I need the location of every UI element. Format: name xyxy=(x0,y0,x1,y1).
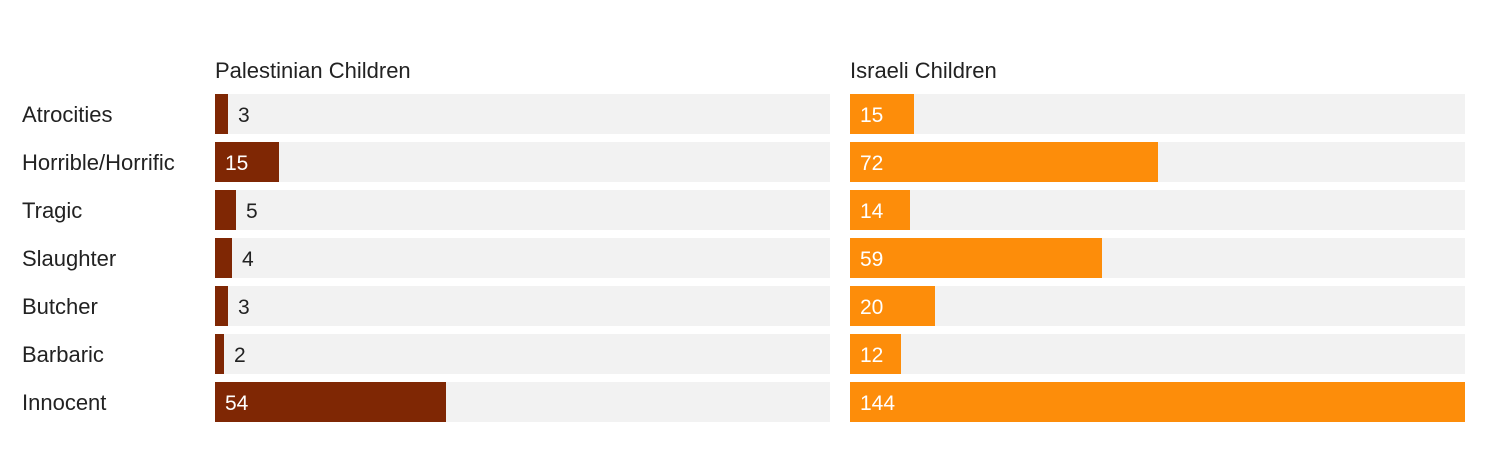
data-label-israeli-children-innocent: 144 xyxy=(860,392,895,415)
bar-track xyxy=(850,94,1465,134)
data-label-palestinian-children-atrocities: 3 xyxy=(238,104,250,127)
bar-palestinian-children-barbaric xyxy=(215,334,224,374)
row-labels: Atrocities Horrible/Horrific Tragic Slaught… xyxy=(22,102,175,415)
bar-palestinian-children-slaughter xyxy=(215,238,232,278)
data-label-palestinian-children-horrible-horrific: 15 xyxy=(225,152,248,175)
bar-track xyxy=(850,190,1465,230)
bar-palestinian-children-innocent xyxy=(215,382,446,422)
bar-israeli-children-slaughter xyxy=(850,238,1102,278)
category-label-barbaric: Barbaric xyxy=(22,342,104,367)
panel-israeli-children: Israeli Children 15 72 14 59 20 12 144 xyxy=(850,58,1465,422)
category-label-innocent: Innocent xyxy=(22,390,106,415)
data-label-israeli-children-slaughter: 59 xyxy=(860,248,883,271)
bar-israeli-children-atrocities xyxy=(850,94,914,134)
bar-track xyxy=(850,286,1465,326)
category-label-butcher: Butcher xyxy=(22,294,98,319)
bar-track xyxy=(215,334,830,374)
data-label-palestinian-children-innocent: 54 xyxy=(225,392,249,415)
data-label-israeli-children-tragic: 14 xyxy=(860,200,884,223)
bar-israeli-children-butcher xyxy=(850,286,935,326)
bar-track xyxy=(215,286,830,326)
series-title-israeli-children: Israeli Children xyxy=(850,58,997,83)
data-label-israeli-children-atrocities: 15 xyxy=(860,104,883,127)
bar-palestinian-children-horrible-horrific xyxy=(215,142,279,182)
data-label-palestinian-children-barbaric: 2 xyxy=(234,344,246,367)
data-label-palestinian-children-butcher: 3 xyxy=(238,296,250,319)
data-label-palestinian-children-tragic: 5 xyxy=(246,200,258,223)
bar-track xyxy=(215,238,830,278)
data-label-israeli-children-butcher: 20 xyxy=(860,296,883,319)
bar-palestinian-children-tragic xyxy=(215,190,236,230)
series-title-palestinian-children: Palestinian Children xyxy=(215,58,411,83)
bar-track xyxy=(850,334,1465,374)
bar-israeli-children-barbaric xyxy=(850,334,901,374)
category-label-atrocities: Atrocities xyxy=(22,102,112,127)
bar-palestinian-children-atrocities xyxy=(215,94,228,134)
bar-israeli-children-innocent xyxy=(850,382,1465,422)
category-label-slaughter: Slaughter xyxy=(22,246,116,271)
bar-track xyxy=(215,94,830,134)
bar-track xyxy=(215,142,830,182)
data-label-israeli-children-barbaric: 12 xyxy=(860,344,883,367)
bar-track xyxy=(215,190,830,230)
category-label-horrible-horrific: Horrible/Horrific xyxy=(22,150,175,175)
data-label-palestinian-children-slaughter: 4 xyxy=(242,248,254,271)
bar-palestinian-children-butcher xyxy=(215,286,228,326)
bar-israeli-children-tragic xyxy=(850,190,910,230)
data-label-israeli-children-horrible-horrific: 72 xyxy=(860,152,883,175)
bar-israeli-children-horrible-horrific xyxy=(850,142,1158,182)
category-label-tragic: Tragic xyxy=(22,198,82,223)
